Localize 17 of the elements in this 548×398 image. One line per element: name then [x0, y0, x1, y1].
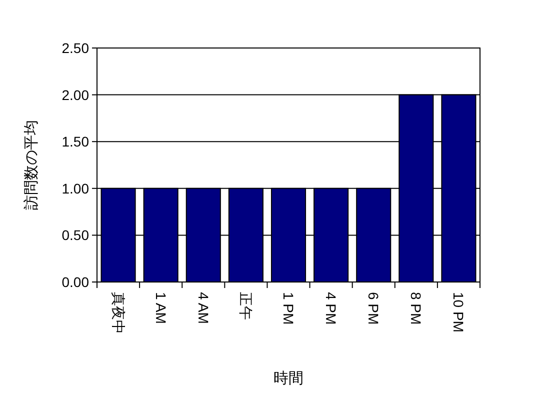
y-axis-title: 訪問数の平均	[23, 120, 40, 210]
y-tick-label: 2.00	[62, 86, 90, 103]
x-tick-label: 6 PM	[366, 292, 382, 325]
x-axis-title: 時間	[274, 370, 304, 387]
y-tick-label: 1.50	[62, 134, 90, 150]
x-tick-label: 8 PM	[408, 292, 424, 325]
x-tick-label: 真夜中	[110, 292, 126, 334]
x-tick-label: 1 PM	[280, 292, 296, 325]
x-tick-label: 正午	[238, 292, 254, 320]
y-tick-label: 2.50	[62, 40, 90, 56]
x-tick-label: 1 AM	[152, 292, 169, 324]
x-tick-label: 4 PM	[323, 292, 340, 325]
y-tick-label: 0.00	[62, 274, 90, 290]
y-tick-label: 1.00	[62, 180, 90, 196]
x-tick-label: 4 AM	[195, 292, 212, 324]
x-tick-label: 10 PM	[450, 292, 467, 332]
y-tick-label: 0.50	[62, 227, 90, 244]
